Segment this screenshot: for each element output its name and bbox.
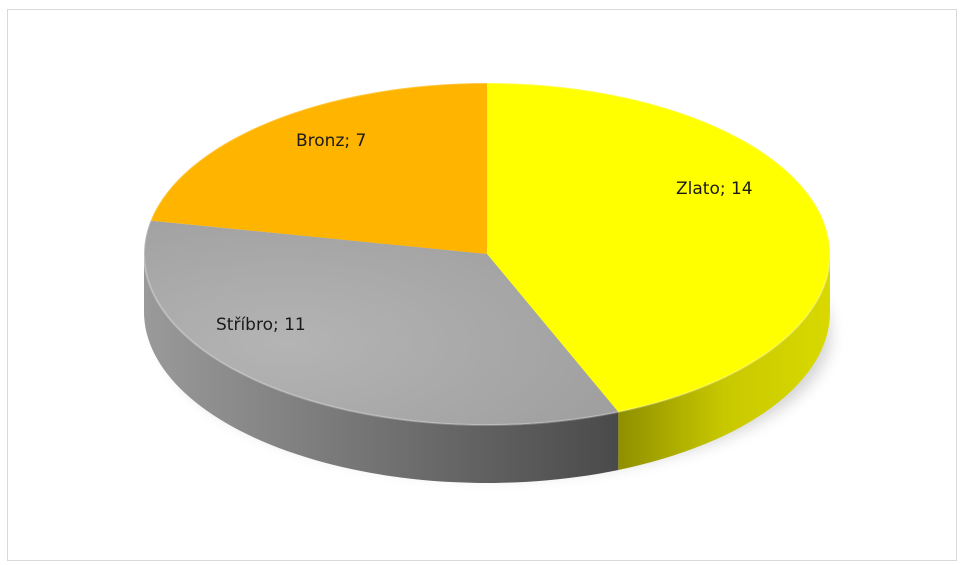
pie-side-stribro xyxy=(144,254,619,484)
pie-side-zlato xyxy=(618,254,830,470)
pie-slice-bronz xyxy=(150,83,488,254)
pie-slice-stribro xyxy=(144,220,619,426)
pie-slice-zlato xyxy=(487,83,830,412)
chart-area: Zlato; 14 Stříbro; 11 Bronz; 7 xyxy=(7,9,957,561)
pie-chart: Zlato; 14 Stříbro; 11 Bronz; 7 xyxy=(143,82,831,484)
data-label-bronz: Bronz; 7 xyxy=(296,131,366,151)
data-label-zlato: Zlato; 14 xyxy=(676,179,753,199)
data-label-stribro: Stříbro; 11 xyxy=(216,315,306,335)
pie-rim-highlight xyxy=(143,82,831,426)
